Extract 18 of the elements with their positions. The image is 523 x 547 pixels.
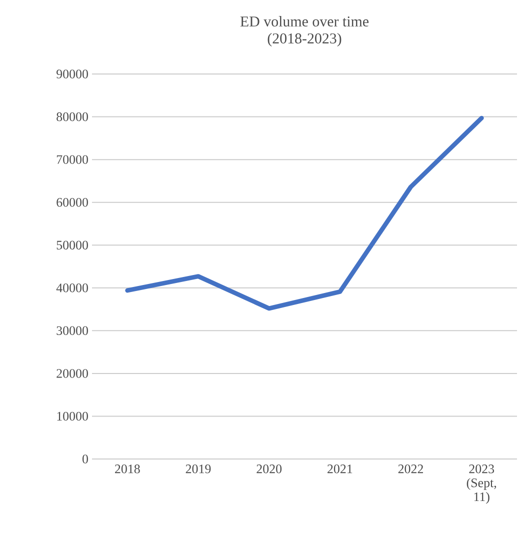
x-tick-label: 2018 [115, 464, 140, 474]
x-tick-label: 2020 [256, 464, 282, 474]
line-series [125, 116, 484, 311]
x-tick-label: 2021 [328, 464, 352, 474]
x-tick-label: 2023 (Sept, 11) [466, 464, 496, 504]
y-tick-label: 50000 [56, 240, 88, 250]
chart-title: ED volume over time (2018-2023) [240, 16, 369, 47]
y-tick-label: 60000 [56, 198, 88, 207]
x-tick-label: 2019 [186, 464, 211, 474]
y-tick-label: 30000 [56, 326, 88, 336]
y-tick-label: 40000 [56, 284, 88, 292]
y-tick-label: 80000 [56, 112, 88, 122]
y-tick-label: 90000 [56, 70, 88, 78]
y-tick-label: 0 [82, 454, 88, 464]
y-tick-label: 20000 [56, 369, 88, 378]
y-tick-label: 70000 [56, 155, 88, 164]
y-tick-label: 10000 [57, 412, 88, 421]
x-tick-label: 2022 [398, 464, 423, 474]
